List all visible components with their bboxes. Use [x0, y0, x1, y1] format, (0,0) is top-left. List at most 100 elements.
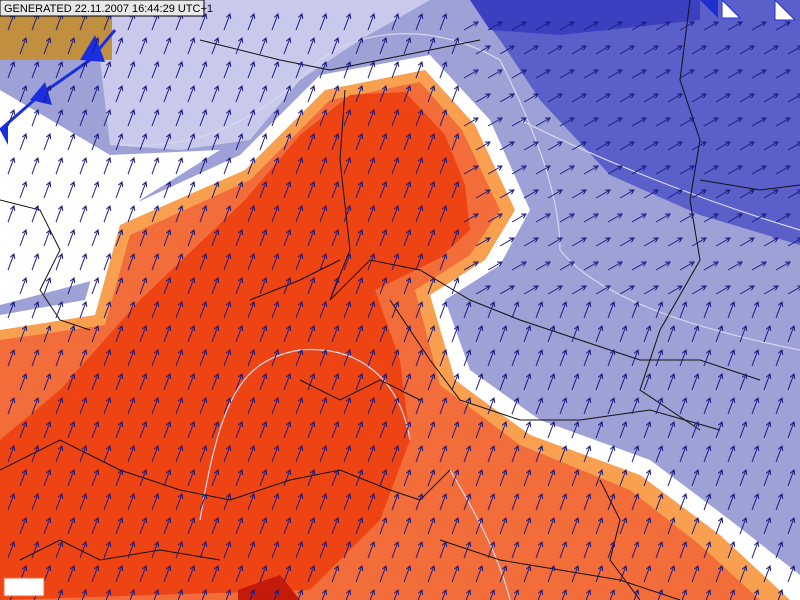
- wind-arrow: [175, 445, 184, 463]
- wind-arrow: [559, 541, 568, 559]
- wind-arrow: [163, 181, 172, 199]
- wind-arrow: [753, 589, 760, 600]
- wind-arrow: [523, 141, 539, 151]
- wind-arrow: [583, 349, 592, 367]
- wind-arrow: [249, 589, 256, 600]
- wind-arrow: [79, 541, 88, 559]
- wind-arrow: [127, 301, 136, 319]
- wind-arrow: [67, 181, 76, 199]
- wind-arrow: [115, 37, 124, 55]
- wind-arrow: [79, 205, 88, 223]
- border: [299, 379, 421, 401]
- wind-arrow: [187, 277, 196, 295]
- wind-arrow: [367, 493, 376, 511]
- wind-arrow: [283, 565, 292, 583]
- wind-arrow: [271, 301, 280, 319]
- wind-arrow: [475, 517, 484, 535]
- wind-arrow: [655, 261, 671, 271]
- wind-arrow: [211, 421, 220, 439]
- wind-arrow: [163, 37, 172, 55]
- border: [699, 179, 800, 191]
- wind-arrow: [367, 109, 376, 127]
- wind-arrow: [499, 45, 515, 55]
- wind-arrow: [235, 517, 244, 535]
- wind-arrow: [667, 421, 676, 439]
- wind-arrow: [187, 517, 196, 535]
- wind-arrow: [103, 205, 112, 223]
- wind-arrow: [91, 85, 100, 103]
- wind-arrow: [295, 157, 304, 175]
- wind-arrow: [187, 565, 196, 583]
- wind-arrow: [321, 589, 328, 600]
- wind-arrow: [475, 93, 491, 103]
- wind-arrow: [547, 189, 563, 199]
- wind-arrow: [583, 21, 599, 31]
- wind-arrow: [223, 109, 232, 127]
- front-triangle: [80, 35, 105, 62]
- wind-arrow: [715, 141, 731, 151]
- wind-arrow: [187, 421, 196, 439]
- wind-arrow: [379, 85, 388, 103]
- wind-arrow: [691, 45, 707, 55]
- wind-arrow: [211, 373, 220, 391]
- wind-arrow: [55, 349, 64, 367]
- wind-arrow: [691, 373, 700, 391]
- wind-arrow: [343, 541, 352, 559]
- wind-arrow: [223, 301, 232, 319]
- wind-arrow: [391, 109, 400, 127]
- wind-arrow: [235, 181, 244, 199]
- wind-arrow: [367, 397, 376, 415]
- wind-arrow: [715, 93, 731, 103]
- wind-arrow: [91, 277, 100, 295]
- wind-arrow: [427, 181, 436, 199]
- wind-arrow: [307, 181, 316, 199]
- wind-arrow: [319, 13, 328, 31]
- wind-arrow: [391, 253, 400, 271]
- wind-arrow: [295, 493, 304, 511]
- wind-arrow: [751, 349, 760, 367]
- wind-arrow: [403, 181, 412, 199]
- wind-arrow: [67, 85, 76, 103]
- wind-arrow: [127, 445, 136, 463]
- wind-arrow: [667, 565, 676, 583]
- wind-arrow: [439, 445, 448, 463]
- wind-arrow: [463, 397, 472, 415]
- wind-arrow: [115, 85, 124, 103]
- wind-arrow: [55, 157, 64, 175]
- wind-arrow: [91, 181, 100, 199]
- wind-arrow: [151, 157, 160, 175]
- wind-arrow: [139, 325, 148, 343]
- wind-arrow: [91, 469, 100, 487]
- wind-arrow: [595, 237, 611, 247]
- wind-arrow: [703, 445, 712, 463]
- wind-arrow: [607, 261, 623, 271]
- wind-arrow: [31, 157, 40, 175]
- wind-arrow: [667, 189, 683, 199]
- wind-arrow: [415, 61, 424, 79]
- wind-arrow: [163, 85, 172, 103]
- wind-arrow: [271, 205, 280, 223]
- wind-arrow: [619, 93, 635, 103]
- wind-arrow: [691, 237, 707, 247]
- wind-arrow: [763, 469, 772, 487]
- wind-arrow: [511, 213, 527, 223]
- wind-arrow: [463, 165, 479, 175]
- wind-arrow: [55, 301, 64, 319]
- wind-arrow: [523, 285, 539, 295]
- wind-arrow: [729, 589, 736, 600]
- wind-arrow: [679, 69, 695, 79]
- wind-arrow: [307, 37, 316, 55]
- wind-arrow: [655, 165, 671, 175]
- wind-arrow: [571, 285, 587, 295]
- wind-arrow: [727, 261, 743, 271]
- wind-arrow: [559, 69, 575, 79]
- wind-arrow: [571, 45, 587, 55]
- wind-arrow: [631, 541, 640, 559]
- wind-arrow: [139, 37, 148, 55]
- wind-arrow: [451, 517, 460, 535]
- wind-arrow: [619, 469, 628, 487]
- wind-arrow: [259, 517, 268, 535]
- wind-arrow: [571, 469, 580, 487]
- wind-arrow: [259, 469, 268, 487]
- wind-arrow: [607, 165, 623, 175]
